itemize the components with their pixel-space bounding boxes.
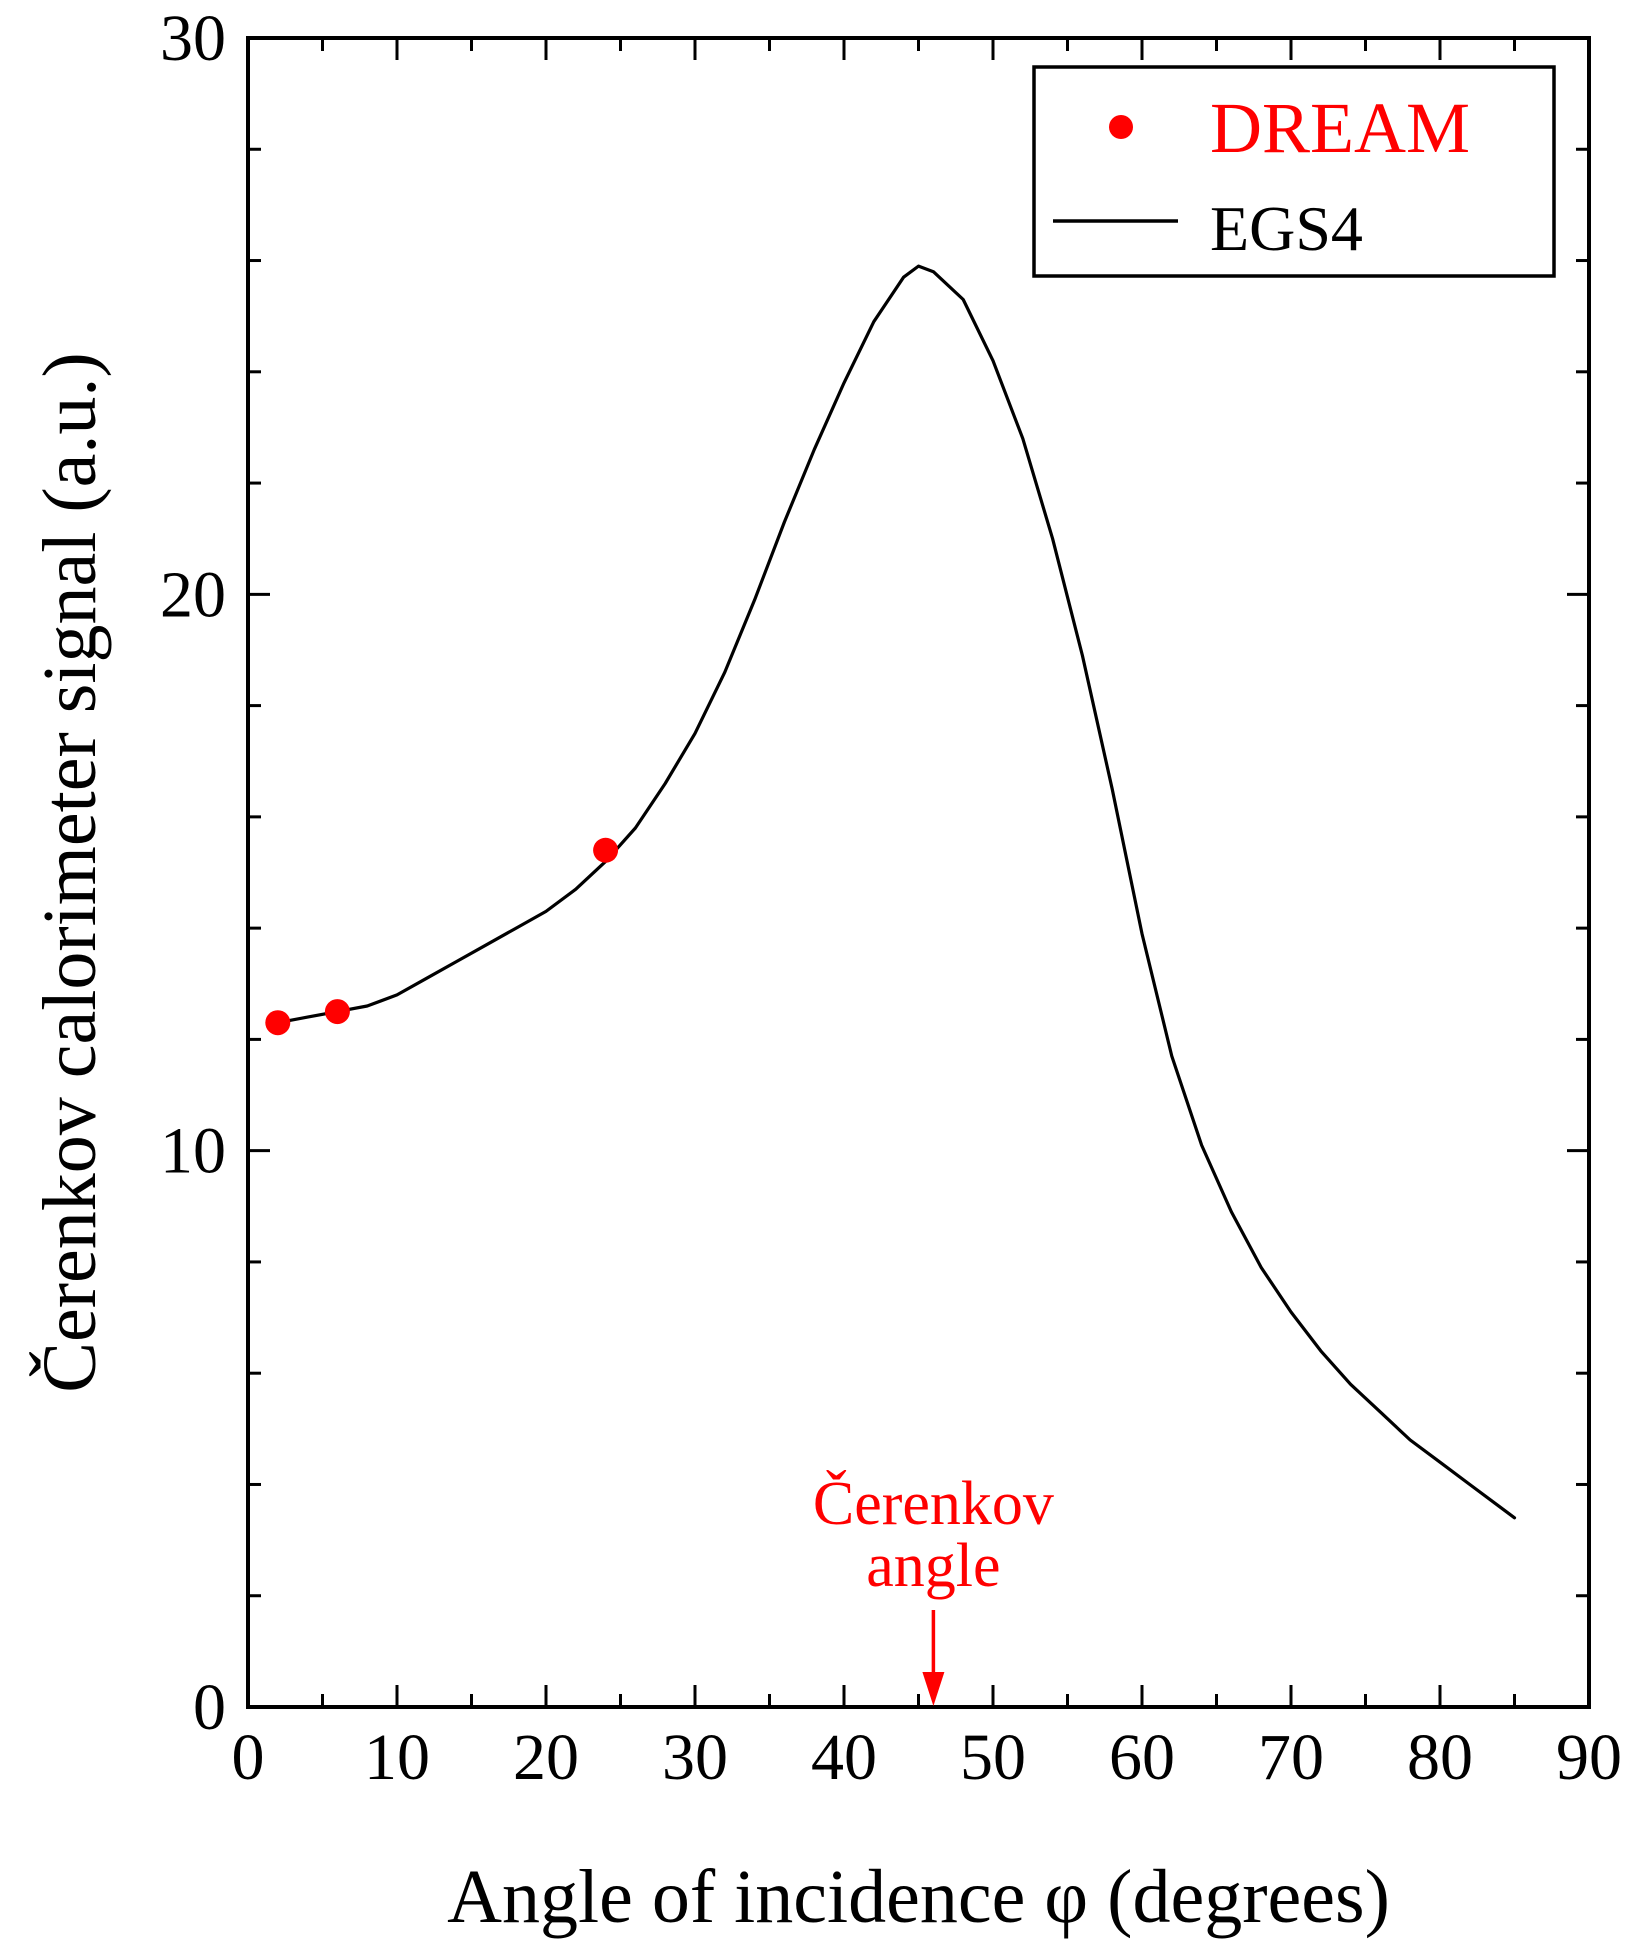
- x-tick-label: 70: [1258, 1721, 1324, 1794]
- x-tick-label: 50: [960, 1721, 1026, 1794]
- y-tick-label: 30: [160, 2, 226, 75]
- minor-ticks: [248, 38, 1589, 1707]
- x-tick-label: 0: [232, 1721, 265, 1794]
- plot-frame: [246, 36, 1591, 1709]
- egs4-series-line: [276, 264, 1517, 1520]
- dream-data-point: [593, 837, 619, 863]
- x-tick-label: 90: [1556, 1721, 1622, 1794]
- dream-data-point: [324, 999, 350, 1025]
- x-axis-title: Angle of incidence φ (degrees): [447, 1855, 1390, 1939]
- x-tick-labels: 0 10 20 30 40 50 60 70 80 90: [232, 1721, 1623, 1794]
- y-tick-label: 0: [193, 1671, 226, 1744]
- legend-egs4-label: EGS4: [1210, 193, 1363, 264]
- annotation-arrow-head: [922, 1672, 945, 1706]
- legend-box: [1032, 65, 1556, 278]
- x-tick-label: 60: [1109, 1721, 1175, 1794]
- x-tick-label: 20: [513, 1721, 579, 1794]
- y-tick-labels: 0 10 20 30: [160, 2, 226, 1744]
- annotation-text-line-1: Čerenkov: [813, 1470, 1054, 1538]
- legend-dream-marker: [1109, 115, 1133, 139]
- dream-data-point: [265, 1010, 291, 1036]
- major-ticks: [246, 36, 1591, 1709]
- cerenkov-angle-annotation: Čerenkov angle: [813, 1470, 1054, 1706]
- y-tick-label: 10: [160, 1115, 226, 1188]
- y-axis-title: Čerenkov calorimeter signal (a.u.): [28, 352, 112, 1392]
- annotation-text-line-2: angle: [866, 1532, 1000, 1600]
- legend-dream-label: DREAM: [1210, 88, 1470, 168]
- x-tick-label: 10: [364, 1721, 430, 1794]
- x-tick-label: 40: [811, 1721, 877, 1794]
- y-tick-label: 20: [160, 558, 226, 631]
- dream-series-points: [265, 837, 619, 1036]
- x-tick-label: 30: [662, 1721, 728, 1794]
- x-tick-label: 80: [1407, 1721, 1473, 1794]
- legend: DREAM EGS4: [1032, 65, 1556, 278]
